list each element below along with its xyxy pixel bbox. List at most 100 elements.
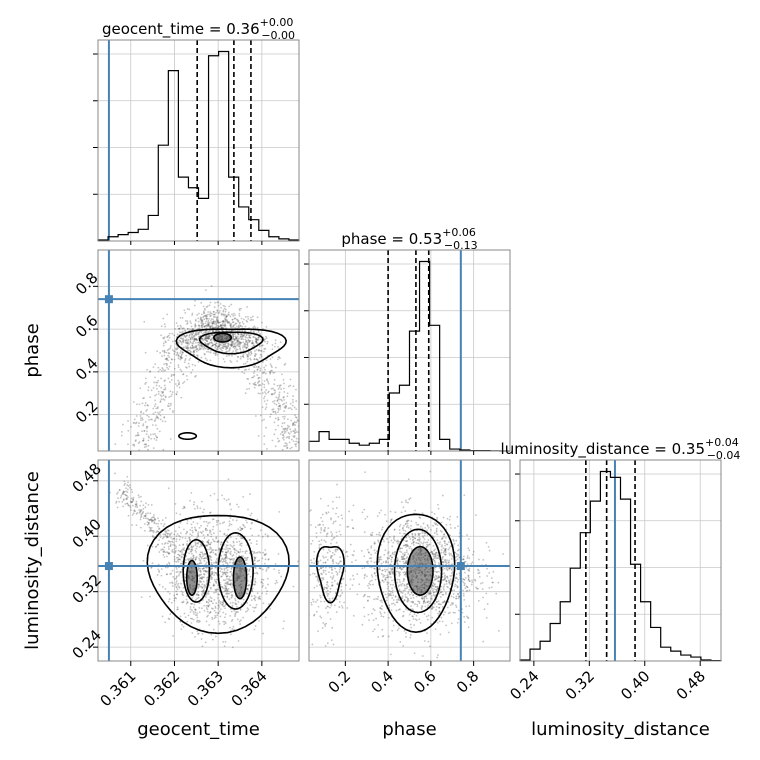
sample-point bbox=[230, 343, 233, 346]
sample-point bbox=[240, 335, 243, 338]
sample-point bbox=[168, 332, 171, 335]
sample-point bbox=[408, 619, 411, 622]
sample-point bbox=[224, 573, 227, 575]
sample-point bbox=[224, 310, 227, 313]
sample-point bbox=[419, 525, 422, 528]
sample-point bbox=[418, 534, 420, 537]
sample-point bbox=[249, 527, 252, 530]
sample-point bbox=[158, 385, 161, 387]
sample-point bbox=[384, 549, 387, 552]
sample-point bbox=[210, 338, 213, 341]
sample-point bbox=[130, 497, 133, 500]
sample-point bbox=[219, 570, 222, 573]
sample-point bbox=[197, 621, 200, 624]
sample-point bbox=[163, 337, 165, 340]
sample-point bbox=[182, 351, 185, 354]
sample-point bbox=[222, 320, 224, 323]
sample-point bbox=[433, 557, 436, 559]
sample-point bbox=[212, 322, 214, 325]
sample-point bbox=[215, 537, 218, 540]
sample-point bbox=[206, 317, 209, 320]
sample-point bbox=[195, 593, 198, 596]
sample-point bbox=[260, 578, 263, 581]
sample-point bbox=[225, 355, 228, 358]
sample-point bbox=[168, 540, 171, 543]
sample-point bbox=[242, 496, 245, 498]
sample-point bbox=[165, 535, 168, 538]
sample-point bbox=[468, 569, 470, 572]
sample-point bbox=[218, 345, 220, 348]
sample-point bbox=[168, 535, 171, 537]
sample-point bbox=[230, 596, 233, 599]
sample-point bbox=[420, 597, 423, 600]
sample-point bbox=[257, 381, 260, 383]
sample-point bbox=[198, 344, 201, 347]
sample-point bbox=[187, 548, 190, 551]
sample-point bbox=[164, 395, 167, 398]
sample-point bbox=[232, 343, 234, 346]
sample-point bbox=[277, 418, 280, 421]
sample-point bbox=[154, 376, 156, 379]
sample-point bbox=[399, 550, 401, 553]
sample-point bbox=[183, 380, 186, 383]
sample-point bbox=[467, 578, 470, 580]
sample-point bbox=[126, 466, 128, 468]
sample-point bbox=[211, 330, 214, 332]
sample-point bbox=[214, 588, 217, 591]
sample-point bbox=[196, 354, 199, 357]
sample-point bbox=[186, 344, 189, 347]
sample-point bbox=[174, 549, 177, 552]
sample-point bbox=[181, 352, 184, 354]
sample-point bbox=[466, 589, 469, 592]
sample-point bbox=[221, 326, 224, 329]
sample-point bbox=[177, 549, 180, 552]
sample-point bbox=[267, 583, 269, 586]
sample-point bbox=[387, 592, 389, 595]
sample-point bbox=[203, 587, 206, 589]
sample-point bbox=[224, 579, 227, 582]
sample-point bbox=[180, 326, 182, 328]
sample-point bbox=[249, 354, 252, 356]
sample-point bbox=[234, 599, 237, 602]
sample-point bbox=[175, 556, 178, 559]
sample-point bbox=[142, 439, 145, 442]
sample-point bbox=[202, 540, 205, 543]
sample-point bbox=[400, 568, 403, 571]
sample-point bbox=[170, 395, 172, 398]
sample-point bbox=[161, 420, 164, 423]
sample-point bbox=[209, 326, 212, 329]
sample-point bbox=[421, 597, 424, 600]
sample-point bbox=[216, 523, 218, 526]
sample-point bbox=[215, 311, 217, 314]
sample-point bbox=[373, 561, 376, 564]
sample-point bbox=[241, 336, 244, 338]
sample-point bbox=[225, 534, 227, 537]
sample-point bbox=[142, 437, 145, 440]
sample-point bbox=[490, 586, 493, 589]
sample-point bbox=[213, 598, 216, 601]
sample-point bbox=[200, 320, 203, 323]
sample-point bbox=[134, 440, 137, 443]
sample-point bbox=[194, 614, 197, 616]
sample-point bbox=[140, 417, 142, 420]
sample-point bbox=[442, 516, 445, 519]
sample-point bbox=[381, 579, 384, 582]
sample-point bbox=[195, 338, 198, 341]
sample-point bbox=[271, 439, 274, 442]
sample-point bbox=[474, 579, 477, 582]
sample-point bbox=[217, 326, 220, 328]
sample-point bbox=[442, 578, 444, 581]
sample-point bbox=[197, 534, 200, 537]
sample-point bbox=[217, 601, 220, 604]
sample-point bbox=[186, 620, 189, 623]
sample-point bbox=[363, 555, 366, 558]
sample-point bbox=[141, 512, 143, 515]
sample-point bbox=[231, 586, 234, 588]
sample-point bbox=[436, 656, 439, 659]
sample-point bbox=[153, 420, 156, 422]
sample-point bbox=[222, 605, 225, 608]
sample-point bbox=[455, 597, 457, 600]
sample-point bbox=[449, 515, 452, 518]
sample-point bbox=[273, 421, 276, 424]
sample-point bbox=[198, 562, 201, 565]
